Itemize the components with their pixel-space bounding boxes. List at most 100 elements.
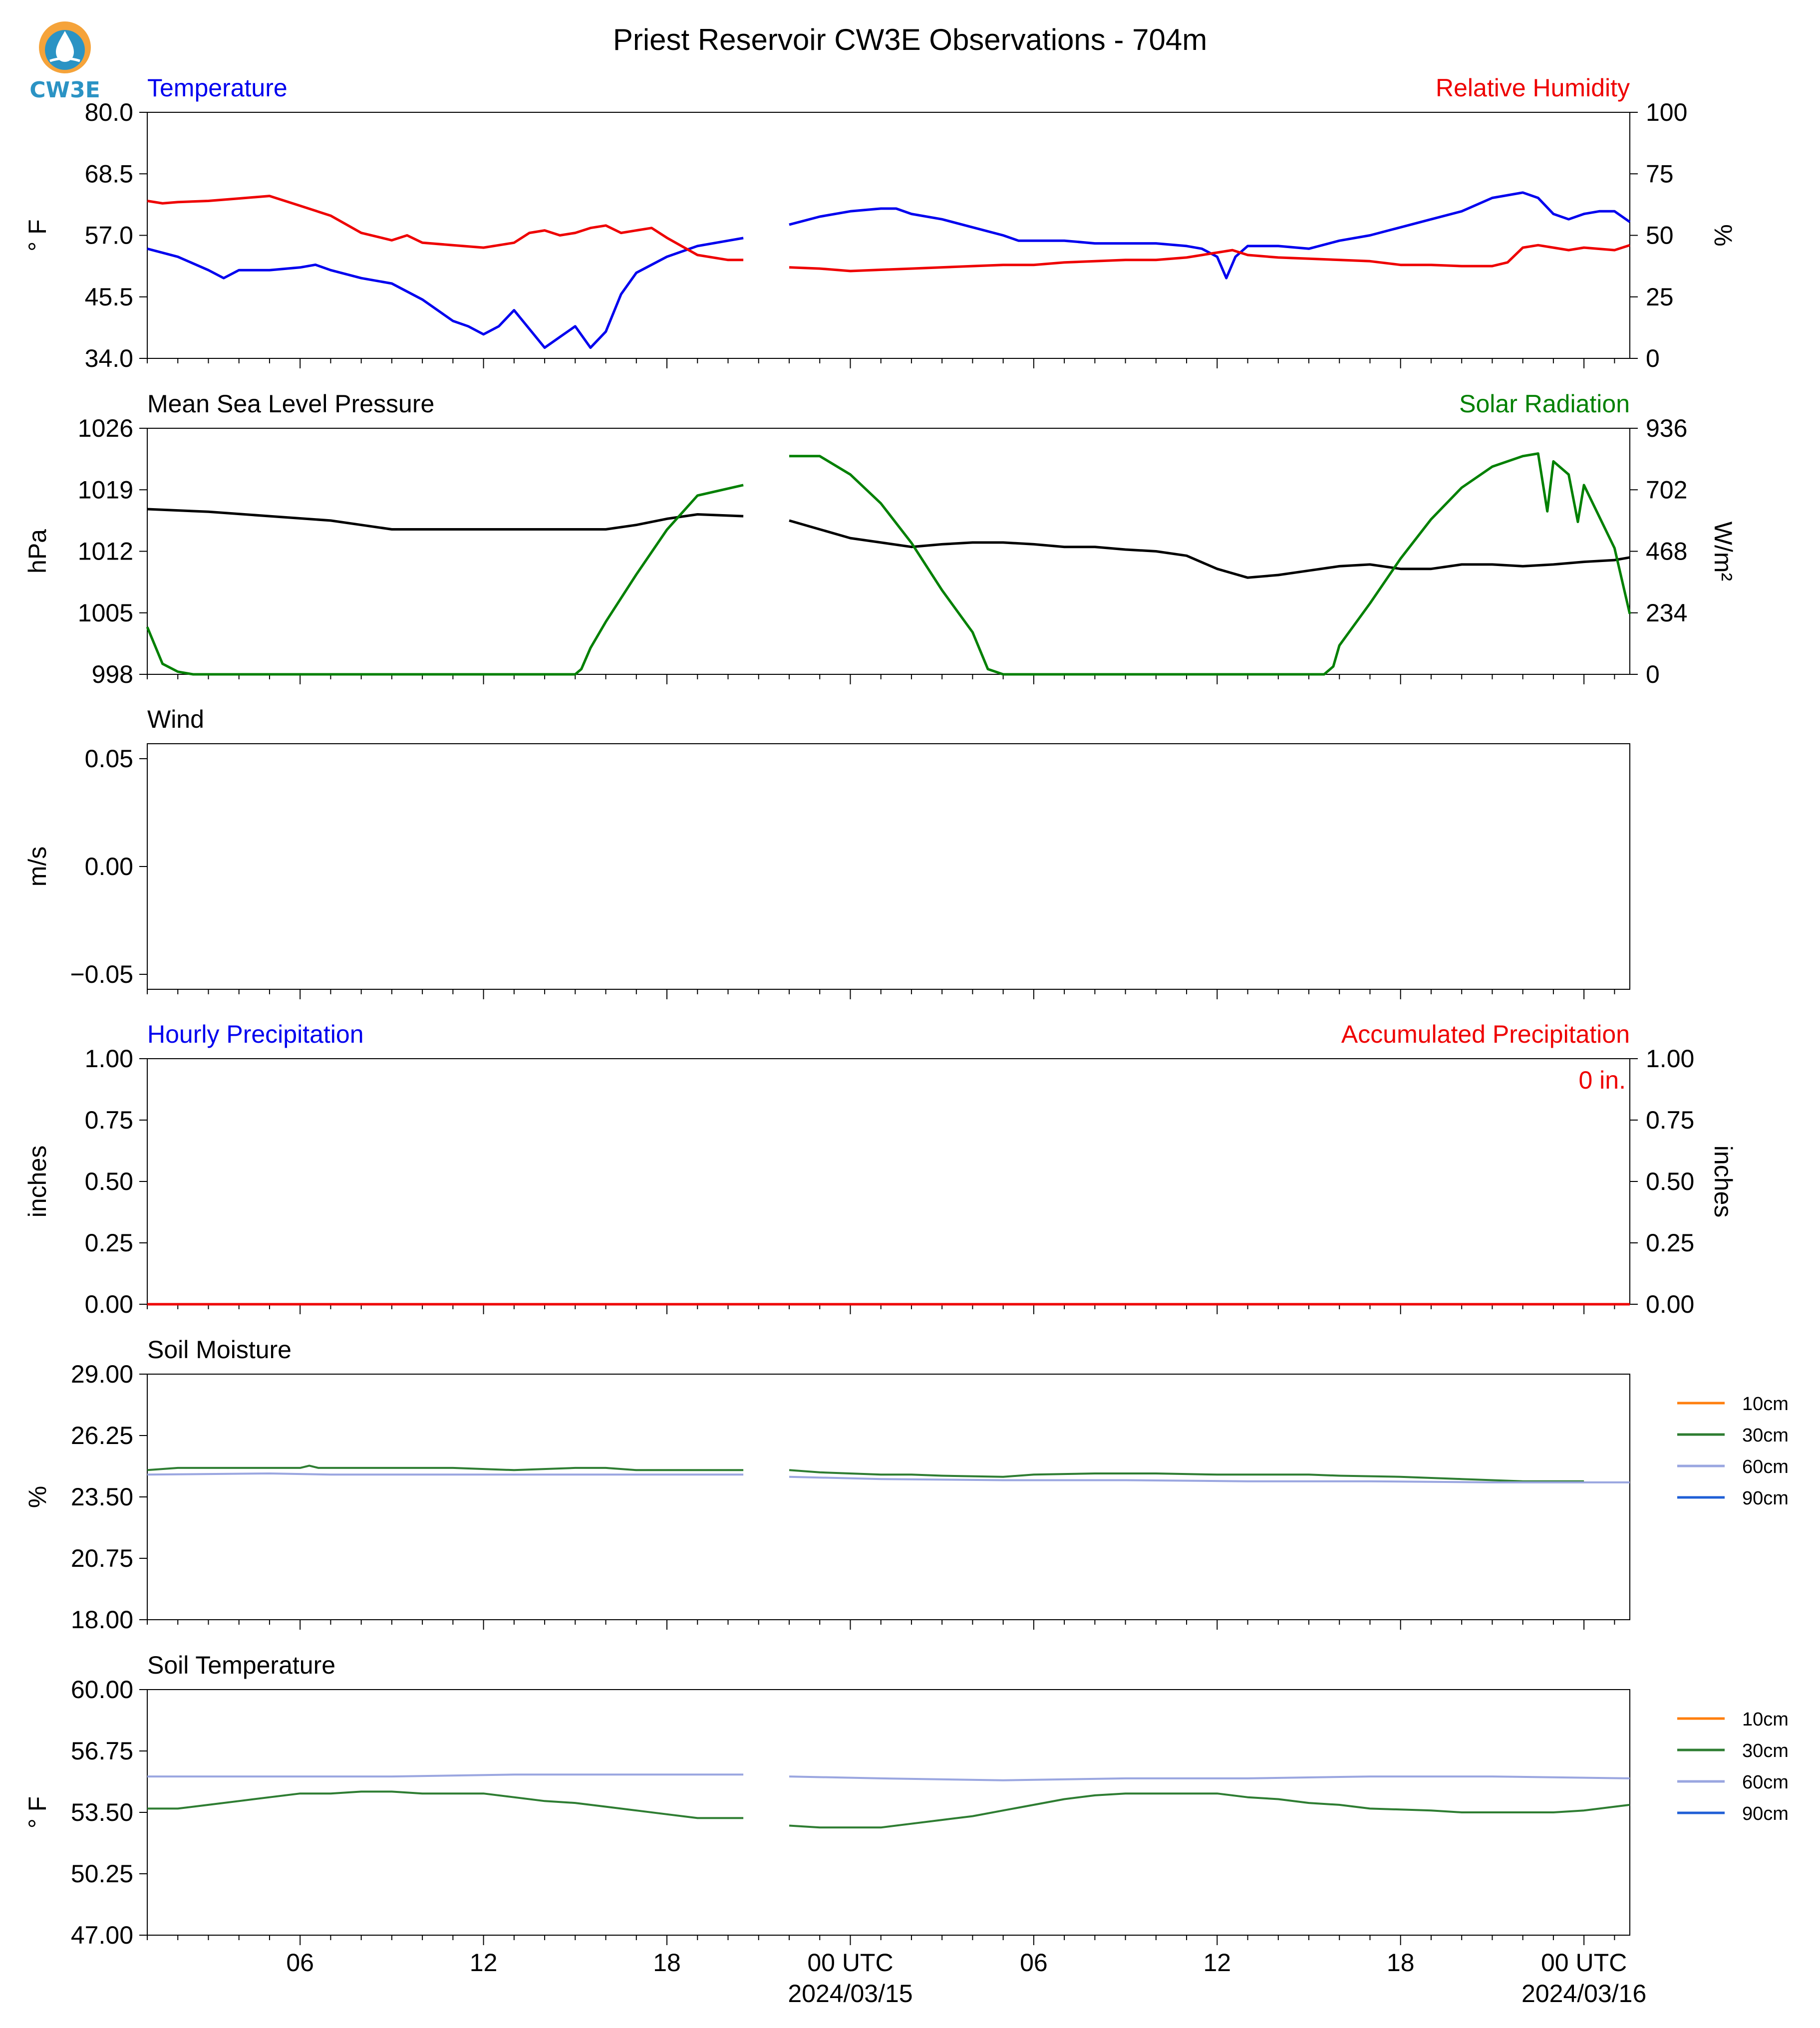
y-tick-label: 34.0: [85, 344, 133, 372]
y-tick-label: 47.00: [71, 1921, 133, 1949]
x-tick-label: 18: [653, 1949, 681, 1977]
plot-frame: [147, 1689, 1630, 1936]
panel-temperature: Temperature Relative Humidity 34.0 45.5 57.0…: [23, 74, 1737, 372]
x-tick-label: 12: [470, 1949, 498, 1977]
panel-soil-temperature: Soil Temperature 47.00 50.25 53.50 56.75 60.0…: [23, 1651, 1789, 1949]
y2-tick-label: 468: [1646, 538, 1687, 566]
y2-tick-label: 1.00: [1646, 1045, 1694, 1073]
y-axis-label: ° F: [23, 1796, 51, 1828]
y-tick-label: 57.0: [85, 222, 133, 250]
y-tick-label: 1019: [78, 476, 133, 504]
series-line-temperature: [147, 191, 1631, 349]
y-axis-label: inches: [23, 1146, 51, 1218]
series-line-30cm: [147, 1464, 1584, 1482]
legend-label: 60cm: [1742, 1772, 1789, 1793]
y-tick-label: 0.50: [85, 1167, 133, 1195]
y-tick-label: 1.00: [85, 1045, 133, 1073]
legend-label: 10cm: [1742, 1394, 1789, 1415]
y2-tick-label: 0.00: [1646, 1290, 1694, 1318]
y-axis-label: m/s: [23, 847, 51, 887]
legend-label: 90cm: [1742, 1803, 1789, 1824]
y-tick-label: −0.05: [70, 960, 133, 988]
panel-right-title: Accumulated Precipitation: [1341, 1020, 1630, 1048]
y-tick-label: 1012: [78, 538, 133, 566]
x-tick-label: 00 UTC: [1541, 1949, 1627, 1977]
plot-frame: [147, 1058, 1630, 1305]
logo-text: CW3E: [29, 77, 100, 103]
y-tick-label: 1005: [78, 599, 133, 627]
figure-title: Priest Reservoir CW3E Observations - 704…: [613, 23, 1207, 56]
legend-label: 30cm: [1742, 1425, 1789, 1446]
y-tick-label: 29.00: [71, 1360, 133, 1388]
y2-tick-label: 25: [1646, 283, 1674, 311]
y2-tick-label: 0.25: [1646, 1229, 1694, 1257]
x-date-label: 2024/03/16: [1521, 1980, 1646, 2008]
panel-right-title: Relative Humidity: [1436, 74, 1630, 102]
series-line-60cm: [147, 1773, 1630, 1781]
x-tick-label: 18: [1387, 1949, 1415, 1977]
y-tick-label: 53.50: [71, 1798, 133, 1826]
legend-label: 10cm: [1742, 1709, 1789, 1730]
panel-title: Soil Temperature: [147, 1651, 335, 1679]
y-tick-label: 0.75: [85, 1106, 133, 1134]
y2-tick-label: 75: [1646, 160, 1674, 188]
y-axis-label: %: [23, 1486, 51, 1508]
x-tick-label: 00 UTC: [807, 1949, 893, 1977]
time-axis: 06 12 18 00 UTC 2024/03/15 06 12 18 00 UTC 2024/0…: [286, 1949, 1646, 2008]
y2-tick-label: 936: [1646, 414, 1687, 442]
plot-frame: [147, 743, 1630, 990]
series-line-60cm: [147, 1472, 1630, 1483]
y2-tick-label: 0.50: [1646, 1167, 1694, 1195]
y2-axis-label: %: [1709, 224, 1737, 246]
panel-title: Temperature: [147, 74, 288, 102]
legend-label: 90cm: [1742, 1488, 1789, 1509]
series-line-solar-radiation: [146, 452, 1631, 676]
y-tick-label: 26.25: [71, 1422, 133, 1449]
y-axis-label: ° F: [23, 219, 51, 251]
y-axis-label: hPa: [23, 529, 51, 574]
series-line-relative-humidity: [147, 195, 1630, 273]
water-drop-icon: [56, 31, 74, 62]
plot-frame: [147, 1374, 1630, 1620]
legend-label: 30cm: [1742, 1740, 1789, 1761]
y-tick-label: 18.00: [71, 1606, 133, 1634]
y2-tick-label: 100: [1646, 98, 1687, 126]
y-tick-label: 68.5: [85, 160, 133, 188]
y2-tick-label: 0: [1646, 660, 1660, 688]
y-tick-label: 0.00: [85, 1290, 133, 1318]
y-tick-label: 20.75: [71, 1544, 133, 1572]
x-tick-label: 06: [286, 1949, 314, 1977]
series-line-mean-sea-level-pressure: [147, 508, 1630, 579]
y-tick-label: 60.00: [71, 1676, 133, 1704]
y2-tick-label: 702: [1646, 476, 1687, 504]
panel-precipitation: Hourly Precipitation Accumulated Precipit…: [23, 1020, 1737, 1318]
accumulated-total-label: 0 in.: [1578, 1066, 1626, 1094]
x-tick-label: 06: [1020, 1949, 1048, 1977]
series-line-30cm: [147, 1790, 1630, 1829]
y-tick-label: 23.50: [71, 1483, 133, 1511]
panel-title: Wind: [147, 705, 204, 733]
logo-wave-icon: [49, 57, 80, 62]
panel-title: Hourly Precipitation: [147, 1020, 364, 1048]
panel-wind: Wind −0.05 0.00 0.05 m/s: [23, 705, 1630, 999]
legend-label: 60cm: [1742, 1456, 1789, 1477]
y2-tick-label: 0: [1646, 344, 1660, 372]
y-tick-label: 45.5: [85, 283, 133, 311]
y2-tick-label: 234: [1646, 599, 1687, 627]
panel-pressure: Mean Sea Level Pressure Solar Radiation 99…: [23, 390, 1737, 688]
y-tick-label: 0.00: [85, 853, 133, 880]
y2-axis-label: W/m²: [1709, 522, 1737, 581]
y-tick-label: 50.25: [71, 1860, 133, 1888]
y-tick-label: 56.75: [71, 1737, 133, 1765]
panel-soil-moisture: Soil Moisture 18.00 20.75 23.50 26.25 29.00% 1…: [23, 1336, 1789, 1634]
y-tick-label: 1026: [78, 414, 133, 442]
y-tick-label: 80.0: [85, 98, 133, 126]
y-tick-label: 998: [92, 660, 133, 688]
x-date-label: 2024/03/15: [788, 1980, 912, 2008]
y-tick-label: 0.05: [85, 745, 133, 773]
panel-title: Mean Sea Level Pressure: [147, 390, 434, 418]
y2-tick-label: 50: [1646, 222, 1674, 250]
panel-title: Soil Moisture: [147, 1336, 292, 1364]
y2-axis-label: inches: [1709, 1146, 1737, 1218]
